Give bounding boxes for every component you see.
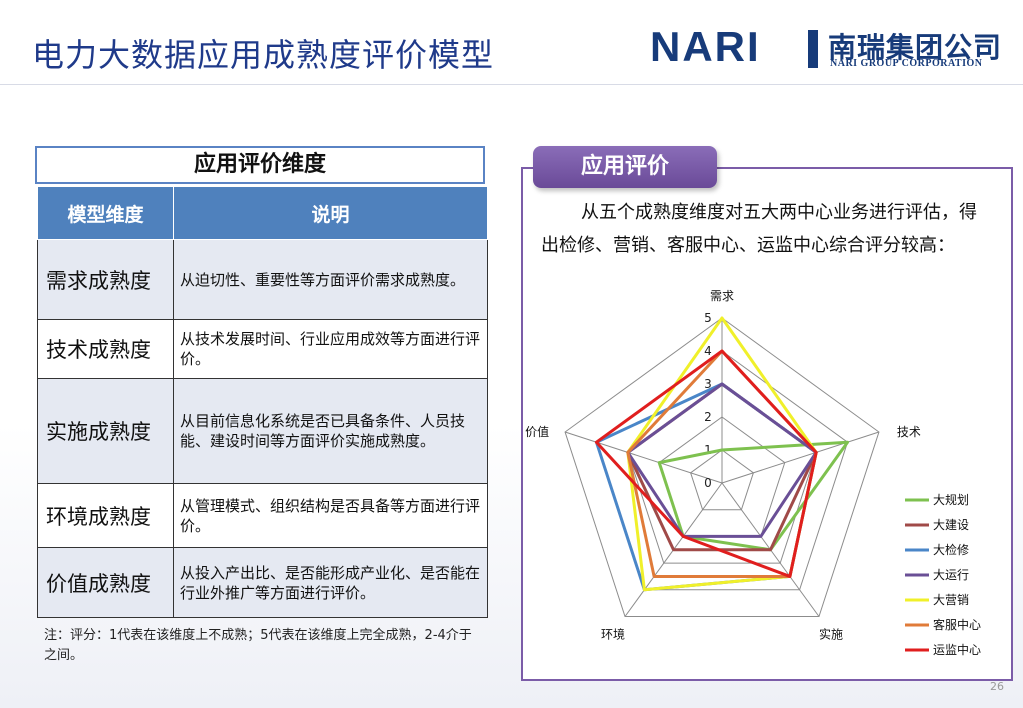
scoring-note: 注：评分：1代表在该维度上不成熟；5代表在该维度上完全成熟，2-4介于之间。 [44,628,472,663]
table-row: 实施成熟度 从目前信息化系统是否已具备条件、人员技能、建设时间等方面评价实施成熟… [37,378,488,484]
logo-english: NARI GROUP CORPORATION [830,58,983,69]
radar-series-line [594,349,818,578]
radar-series-line [626,382,818,538]
logo-bar [808,30,818,68]
table-row: 环境成熟度 从管理模式、组织结构是否具备等方面进行评价。 [37,483,488,548]
logo-mark: NARI [650,23,761,70]
dimension-name: 价值成熟度 [37,547,174,618]
radar-grid-ring [564,317,880,617]
dimension-description: 从目前信息化系统是否已具备条件、人员技能、建设时间等方面评价实施成熟度。 [173,378,488,484]
dimension-description: 从技术发展时间、行业应用成效等方面进行评价。 [173,319,488,379]
radar-tick-label: 0 [704,476,712,490]
radar-tick-label: 5 [704,311,712,325]
radar-tick-label: 2 [704,410,712,424]
column-header-description: 说明 [173,186,488,240]
dimension-name: 环境成熟度 [37,483,174,548]
radar-spoke [721,431,880,484]
legend-label: 大建设 [933,518,969,532]
radar-series-line [657,440,850,552]
radar-axis-label: 实施 [819,626,843,641]
table-row: 需求成熟度 从迫切性、重要性等方面评价需求成熟度。 [37,239,488,320]
header-divider [0,84,1023,85]
radar-tick-label: 3 [704,377,712,391]
page-title: 电力大数据应用成熟度评价模型 [32,36,495,74]
table-row: 技术成熟度 从技术发展时间、行业应用成效等方面进行评价。 [37,319,488,379]
dimension-name: 实施成熟度 [37,378,174,484]
legend-label: 大规划 [933,492,969,507]
radar-axis-label: 技术 [897,425,921,439]
dimension-name: 需求成熟度 [37,239,174,320]
dimensions-table: 模型维度 说明 需求成熟度 从迫切性、重要性等方面评价需求成熟度。 技术成熟度 … [37,186,488,618]
page-number: 26 [990,680,1004,693]
panel-tab-evaluation: 应用评价 [533,146,717,188]
nari-logo: NARI 南瑞集团公司 NARI GROUP CORPORATION [650,23,1001,70]
legend-label: 运监中心 [933,642,981,657]
radar-tick-label: 1 [704,443,712,457]
evaluation-summary: 从五个成熟度维度对五大两中心业务进行评估，得出检修、营销、客服中心、运监中心综合… [541,202,977,256]
dimension-description: 从投入产出比、是否能形成产业化、是否能在行业外推广等方面进行评价。 [173,547,488,618]
dimension-description: 从管理模式、组织结构是否具备等方面进行评价。 [173,483,488,548]
legend-label: 大营销 [933,593,969,607]
radar-axis-label: 价值 [525,424,549,439]
radar-series-line [626,316,818,592]
legend-label: 大运行 [933,568,969,582]
dimension-name: 技术成熟度 [37,319,174,379]
legend-label: 客服中心 [933,617,981,632]
radar-tick-label: 4 [704,344,712,358]
radar-spoke [564,431,723,484]
section-title-dimensions: 应用评价维度 [35,146,485,184]
radar-axis-label: 需求 [710,289,734,303]
radar-grid-ring [690,449,754,511]
evaluation-panel [521,167,1013,681]
column-header-dimension: 模型维度 [37,186,174,240]
dimension-description: 从迫切性、重要性等方面评价需求成熟度。 [173,239,488,320]
legend-label: 大检修 [933,542,969,557]
logo-chinese: 南瑞集团公司 [828,31,1003,64]
radar-axis-label: 环境 [601,626,625,641]
table-row: 价值成熟度 从投入产出比、是否能形成产业化、是否能在行业外推广等方面进行评价。 [37,547,488,618]
